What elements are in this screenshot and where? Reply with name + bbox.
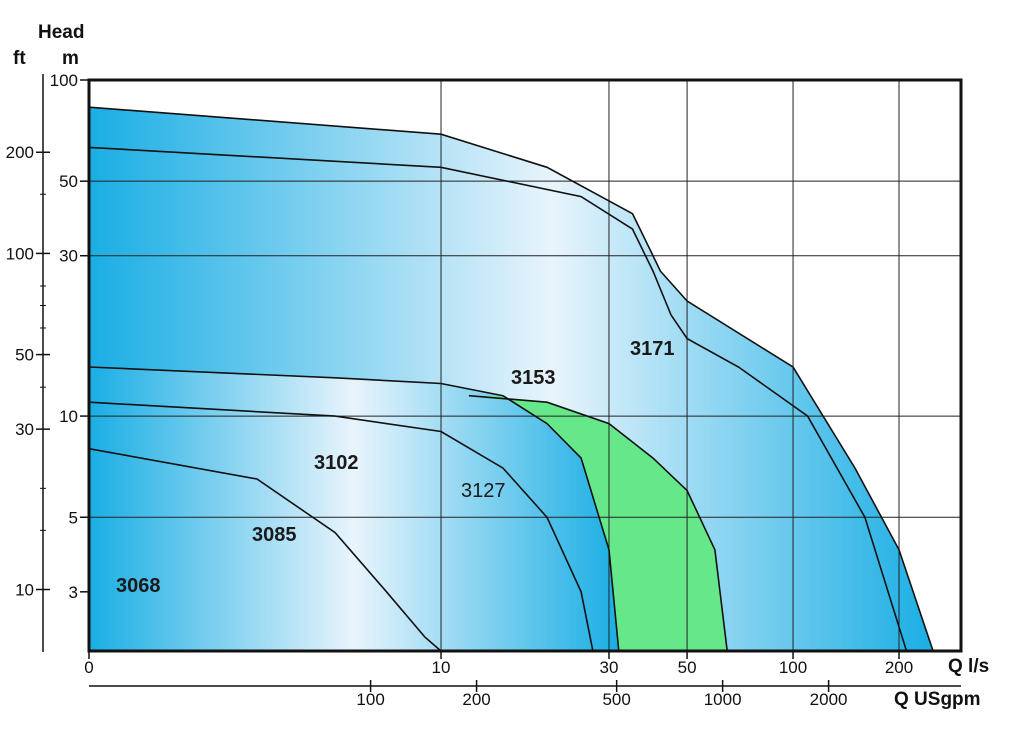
ft-tick-label: 50 xyxy=(15,346,34,365)
curve-3085 xyxy=(88,401,594,652)
series-label-3085: 3085 xyxy=(252,524,297,546)
head-axis-title: Head xyxy=(38,22,84,43)
ls-tick-label: 30 xyxy=(600,658,619,677)
series-label-3102: 3102 xyxy=(314,452,359,474)
curve-3068 xyxy=(88,447,442,652)
grid-lines xyxy=(89,80,961,651)
m-tick-label: 30 xyxy=(59,247,78,266)
fill-3102 xyxy=(89,367,619,651)
m-tick-label: 5 xyxy=(69,508,78,527)
m-axis-unit: m xyxy=(62,48,79,69)
usgpm-axis-title: Q USgpm xyxy=(894,689,981,710)
usgpm-tick-label: 1000 xyxy=(704,690,742,709)
m-tick-label: 3 xyxy=(69,583,78,602)
ft-tick-label: 200 xyxy=(6,143,34,162)
usgpm-tick-label: 2000 xyxy=(810,690,848,709)
curve-3171 xyxy=(88,106,934,652)
ls-axis-title: Q l/s xyxy=(948,656,989,677)
plot-frame xyxy=(87,78,963,653)
ft-axis-ticks: 200 100 50 30 10 xyxy=(6,143,50,600)
ls-axis-ticks: 0 10 30 50 100 200 xyxy=(84,651,913,677)
usgpm-tick-label: 100 xyxy=(356,690,384,709)
ft-tick-label: 30 xyxy=(15,420,34,439)
series-label-3153: 3153 xyxy=(511,367,556,389)
curve-outlines xyxy=(88,106,934,652)
ls-tick-label: 200 xyxy=(885,658,913,677)
usgpm-tick-label: 200 xyxy=(462,690,490,709)
m-tick-label: 50 xyxy=(59,172,78,191)
ls-tick-label: 10 xyxy=(432,658,451,677)
curve-3102 xyxy=(88,366,620,652)
series-label-3171: 3171 xyxy=(630,338,675,360)
ls-tick-label: 100 xyxy=(779,658,807,677)
ls-tick-label: 50 xyxy=(678,658,697,677)
ft-axis-unit: ft xyxy=(13,48,26,69)
curve-3153 xyxy=(88,146,908,652)
ls-tick-label: 0 xyxy=(84,658,93,677)
curve-fills xyxy=(89,107,934,651)
series-label-3068: 3068 xyxy=(116,575,161,597)
usgpm-axis-ticks: 100 200 500 1000 2000 xyxy=(356,680,848,709)
ft-tick-label: 10 xyxy=(15,581,34,600)
ft-tick-label: 100 xyxy=(6,244,34,263)
fill-3127 xyxy=(468,395,728,651)
usgpm-tick-label: 500 xyxy=(602,690,630,709)
m-axis-ticks: 100 50 30 10 5 3 xyxy=(50,71,89,602)
series-label-3127: 3127 xyxy=(461,480,506,502)
curve-3127 xyxy=(468,394,728,652)
m-tick-label: 100 xyxy=(50,71,78,90)
m-tick-label: 10 xyxy=(59,407,78,426)
